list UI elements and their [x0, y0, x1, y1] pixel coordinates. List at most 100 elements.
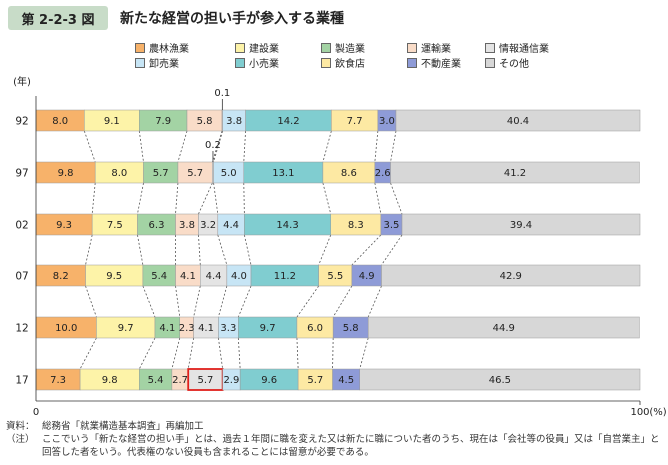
connector-line [193, 285, 201, 318]
connector-line [83, 130, 96, 163]
data-label: 4.0 [231, 271, 247, 282]
connector-line [138, 337, 156, 370]
legend-item: 卸売業 [135, 55, 179, 70]
data-label: 7.7 [347, 116, 363, 127]
data-label: 2.9 [223, 375, 239, 386]
data-label: 3.3 [220, 323, 236, 334]
legend-label: 農林漁業 [149, 44, 189, 55]
data-label: 4.1 [159, 323, 175, 334]
data-label: 14.3 [276, 220, 298, 231]
data-label: 9.5 [106, 271, 122, 282]
data-label: 13.1 [272, 168, 294, 179]
legend-item: 小売業 [235, 55, 279, 70]
connector-line [198, 234, 201, 266]
legend-item: 製造業 [321, 40, 365, 55]
connector-line [198, 182, 213, 215]
legend-label: 卸売業 [149, 59, 179, 70]
data-label: 46.5 [489, 375, 511, 386]
data-label: 5.4 [151, 271, 167, 282]
data-label: 42.9 [500, 271, 522, 282]
category-tick-label: 92 [15, 116, 28, 128]
x-tick-label: 100 [630, 407, 649, 418]
connector-line [390, 130, 397, 163]
connector-line [137, 234, 144, 266]
legend-label: 運輸業 [421, 44, 451, 55]
data-label: 40.4 [507, 116, 529, 127]
data-label: 4.5 [338, 375, 354, 386]
data-label: 2.7 [172, 375, 188, 386]
data-label: 6.3 [149, 220, 165, 231]
connector-line [359, 337, 369, 370]
connector-line [142, 285, 156, 318]
figure-notes: 資料： 総務省「就業構造基本調査」再編加工 （注） ここでいう「新たな経営の担い… [6, 420, 666, 459]
connector-line [85, 234, 93, 266]
legend-label: 建設業 [249, 44, 279, 55]
legend-label: 情報通信業 [499, 44, 549, 55]
connector-line [175, 285, 181, 318]
legend-label: 飲食店 [335, 59, 365, 70]
legend-item: 飲食店 [321, 55, 365, 70]
connector-line [213, 182, 219, 215]
connector-line [296, 285, 319, 318]
legend-label: 小売業 [249, 59, 279, 70]
bar-segment [359, 368, 641, 391]
data-label: 39.4 [510, 220, 532, 231]
legend-item: 運輸業 [407, 40, 451, 55]
connector-line [322, 130, 332, 163]
data-label: 0.2 [205, 140, 221, 151]
data-label: 5.0 [221, 168, 237, 179]
stacked-bar-chart: 92 8.0 9.1 7.9 5.8 3.8 14.2 7.7 3.0 40.4 97 9.8 8.0 5… [13, 75, 667, 418]
data-label: 41.2 [504, 168, 526, 179]
data-label: 3.8 [226, 116, 242, 127]
data-label: 3.0 [379, 116, 395, 127]
connector-line [217, 234, 228, 266]
connector-line [218, 285, 228, 318]
data-label: 5.5 [327, 271, 343, 282]
data-label: 5.7 [197, 375, 213, 386]
data-label: 5.7 [187, 168, 203, 179]
connector-line [213, 130, 224, 163]
legend-swatch [485, 57, 495, 68]
data-label: 9.6 [261, 375, 277, 386]
connector-line [237, 337, 241, 370]
legend-swatch [135, 57, 145, 68]
connector-line [390, 182, 403, 215]
data-label: 14.2 [277, 116, 299, 127]
data-label: 5.7 [153, 168, 169, 179]
figure-number-badge: 第 2-2-3 図 [8, 6, 108, 30]
category-tick-label: 12 [15, 323, 28, 335]
data-label: 5.8 [343, 323, 359, 334]
data-label: 3.2 [200, 220, 216, 231]
data-label: 7.5 [107, 220, 123, 231]
legend-swatch [321, 42, 331, 53]
data-label: 11.2 [274, 271, 296, 282]
bar-segment [367, 316, 640, 339]
legend-swatch [485, 42, 495, 53]
data-label: 3.5 [384, 220, 400, 231]
connector-line [243, 182, 245, 215]
connector-line [79, 337, 97, 370]
connector-line [91, 182, 96, 215]
data-label: 9.8 [102, 375, 118, 386]
connector-line [85, 285, 97, 318]
data-label: 6.0 [307, 323, 323, 334]
legend-swatch [321, 57, 331, 68]
data-label: 8.0 [52, 116, 68, 127]
source-note-text: 総務省「就業構造基本調査」再編加工 [42, 421, 204, 432]
data-label: 5.8 [197, 116, 213, 127]
bar-segment [401, 213, 641, 236]
legend-item: 情報通信業 [485, 40, 549, 55]
connector-line [137, 182, 144, 215]
data-label: 5.7 [307, 375, 323, 386]
data-label: 0.1 [214, 88, 230, 99]
connector-line [374, 130, 379, 163]
legend-item: 不動産業 [407, 55, 461, 70]
data-label: 8.2 [53, 271, 69, 282]
legend-label: その他 [499, 59, 529, 70]
data-label: 10.0 [55, 323, 77, 334]
data-label: 9.8 [58, 168, 74, 179]
data-label: 4.1 [180, 271, 196, 282]
connector-line [211, 130, 223, 163]
legend-swatch [135, 42, 145, 53]
x-axis-unit-label: (%) [649, 407, 666, 418]
